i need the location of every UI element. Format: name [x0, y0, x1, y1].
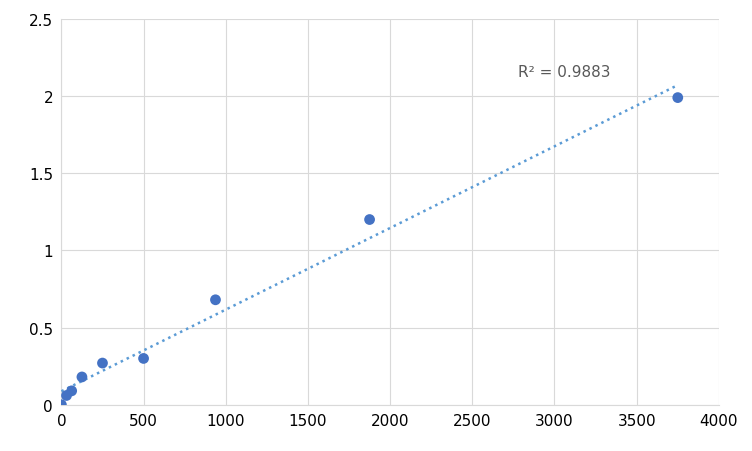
Point — [76, 373, 88, 381]
Text: R² = 0.9883: R² = 0.9883 — [518, 65, 611, 80]
Point — [210, 296, 222, 304]
Point — [363, 216, 375, 224]
Point — [65, 387, 77, 395]
Point — [56, 401, 68, 409]
Point — [96, 359, 108, 367]
Point — [138, 355, 150, 362]
Point — [60, 392, 72, 399]
Point — [672, 95, 684, 102]
